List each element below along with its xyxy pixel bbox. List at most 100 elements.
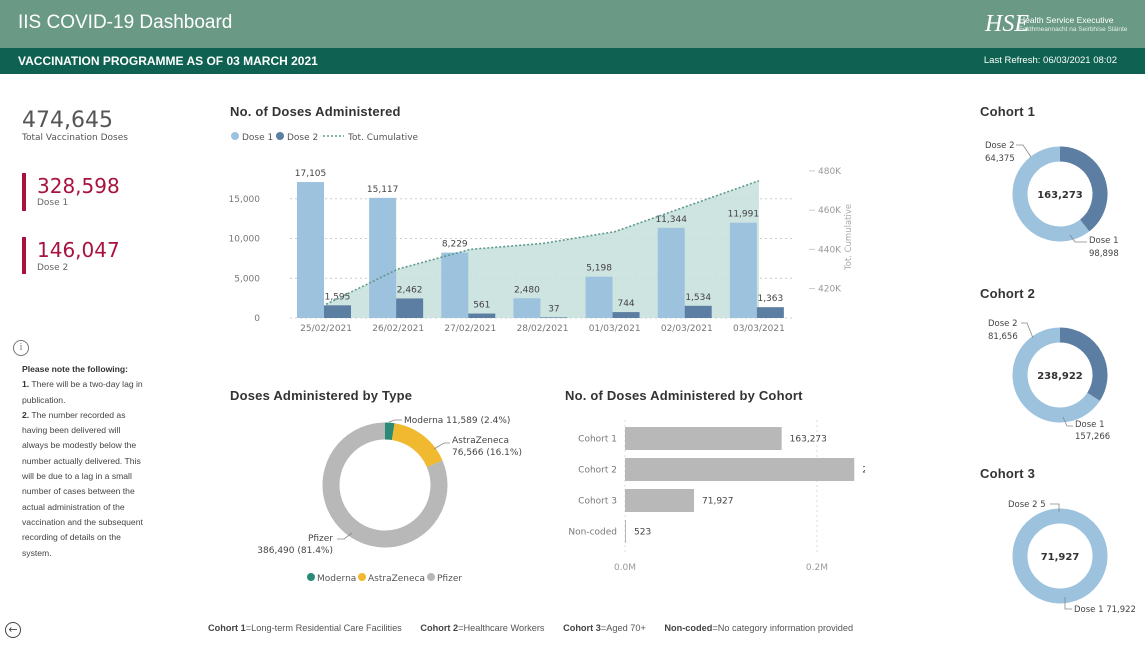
moderna-data-label: Moderna 11,589 (2.4%) bbox=[404, 416, 510, 426]
cohort-bar-label: 71,927 bbox=[702, 497, 734, 507]
cohort2-slice-2 bbox=[1012, 327, 1100, 423]
cohort-bar-chart: 0.0M 0.2M Cohort 1 163,273 Cohort 2 238,922 Co… bbox=[568, 420, 865, 573]
dose2-bar-label: 2,462 bbox=[397, 285, 423, 295]
footer-item-1: Cohort 1=Long-term Residential Care Faci… bbox=[208, 623, 402, 633]
footer-item-2: Cohort 2=Healthcare Workers bbox=[420, 623, 545, 633]
cumulative-line bbox=[325, 179, 760, 305]
notes-heading: Please note the following: bbox=[22, 364, 128, 374]
dose1-bar-label: 11,344 bbox=[655, 215, 687, 225]
legend-swatch-dose1 bbox=[231, 132, 239, 140]
dose1-bar-label: 5,198 bbox=[586, 264, 612, 274]
y2-tick-label: 440K bbox=[818, 245, 842, 255]
hse-logo-icon: HSE bbox=[985, 11, 1029, 37]
dose1-label: Dose 1 bbox=[37, 198, 69, 208]
cohort3-dose2-leader bbox=[1050, 503, 1060, 512]
dose1-bar-label: 2,480 bbox=[514, 285, 540, 295]
cohort2-dose1-label: Dose 1 bbox=[1075, 420, 1105, 430]
cohort-category-label: Cohort 1 bbox=[578, 435, 617, 445]
cohort2-dose1-value: 157,266 bbox=[1075, 432, 1110, 442]
cohort-x-tick: 0.0M bbox=[614, 563, 636, 573]
astrazeneca-data-label: AstraZeneca bbox=[452, 436, 509, 446]
dose2-bar-label: 37 bbox=[548, 304, 559, 314]
logo-line-2: Feidhmeannacht na Seirbhíse Sláinte bbox=[1019, 26, 1128, 33]
cohort1-dose2-label: Dose 2 bbox=[985, 141, 1015, 151]
dose2-bar bbox=[468, 313, 496, 318]
cohort2-donut: 238,922 Dose 2 81,656 Dose 1 157,266 bbox=[988, 319, 1110, 442]
type-legend-swatch bbox=[358, 573, 366, 581]
type-legend-swatch bbox=[427, 573, 435, 581]
hse-logo: HSE Health Service Executive Feidhmeanna… bbox=[985, 11, 1135, 39]
doses-chart-title: No. of Doses Administered bbox=[230, 104, 401, 119]
dose1-bar bbox=[369, 197, 397, 318]
dose2-bar bbox=[684, 305, 712, 318]
subheader-bar bbox=[0, 48, 1145, 74]
y2-tick-label: 480K bbox=[818, 167, 842, 177]
legend-label-dose2: Dose 2 bbox=[287, 133, 318, 143]
y2-tick-label: 420K bbox=[818, 285, 842, 295]
cohort1-dose2-leader bbox=[1016, 144, 1032, 158]
total-doses-label: Total Vaccination Doses bbox=[22, 133, 128, 143]
dose2-accent-bar bbox=[22, 237, 26, 274]
footer-item-3: Cohort 3=Aged 70+ bbox=[563, 623, 646, 633]
legend-label-dose1: Dose 1 bbox=[242, 133, 273, 143]
cohort3-dose1-label: Dose 1 71,922 bbox=[1074, 605, 1136, 615]
cohort-bar-label: 238,922 bbox=[862, 466, 865, 476]
pfizer-data-value: 386,490 (81.4%) bbox=[257, 546, 333, 556]
dose1-value: 328,598 bbox=[37, 174, 120, 198]
dose2-bar-label: 1,363 bbox=[757, 294, 783, 304]
page-subtitle: VACCINATION PROGRAMME AS OF 03 MARCH 202… bbox=[18, 54, 318, 68]
last-refresh: Last Refresh: 06/03/2021 08:02 bbox=[983, 55, 1117, 66]
type-legend-label: Pfizer bbox=[437, 574, 462, 584]
cohort2-dose1-leader bbox=[1062, 416, 1073, 427]
dose2-bar-label: 1,534 bbox=[685, 293, 711, 303]
cohort2-dose2-leader bbox=[1021, 322, 1034, 339]
y-tick-label: 5,000 bbox=[234, 274, 260, 284]
dose2-bar bbox=[756, 307, 784, 318]
type-donut-chart: Moderna 11,589 (2.4%) AstraZeneca 76,566 (… bbox=[257, 416, 522, 584]
cohort3-dose2-label: Dose 2 5 bbox=[1008, 500, 1046, 510]
footer-item-4: Non-coded=No category information provid… bbox=[664, 623, 854, 633]
cohort-donut-center: 163,273 bbox=[1037, 190, 1083, 201]
cohort1-title: Cohort 1 bbox=[980, 104, 1036, 119]
info-icon[interactable]: i bbox=[13, 340, 29, 356]
dose2-bar-label: 1,595 bbox=[325, 292, 351, 302]
x-tick-label: 28/02/2021 bbox=[517, 324, 569, 334]
dose1-bar bbox=[513, 298, 541, 318]
x-tick-label: 27/02/2021 bbox=[444, 324, 496, 334]
cohort-bar-label: 523 bbox=[634, 528, 651, 538]
x-tick-label: 26/02/2021 bbox=[372, 324, 424, 334]
cumulative-area bbox=[326, 180, 759, 318]
cohort1-dose1-leader bbox=[1069, 234, 1087, 243]
dose2-label: Dose 2 bbox=[37, 263, 69, 273]
cohort-donut-center: 238,922 bbox=[1037, 371, 1083, 382]
y2-tick-label: 460K bbox=[818, 206, 842, 216]
footer-legend: Cohort 1=Long-term Residential Care Faci… bbox=[208, 623, 853, 633]
y2-axis-label: Tot. Cumulative bbox=[844, 204, 854, 271]
type-legend-label: Moderna bbox=[317, 574, 356, 584]
dose1-bar bbox=[297, 182, 324, 318]
logo-line-1: Health Service Executive bbox=[1019, 15, 1114, 25]
legend-label-cumulative: Tot. Cumulative bbox=[347, 133, 419, 143]
dose2-value: 146,047 bbox=[37, 238, 120, 262]
cohort2-dose2-value: 81,656 bbox=[988, 332, 1018, 342]
doses-chart: Dose 1 Dose 2 Tot. Cumulative 0 5,000 10,000 1… bbox=[229, 132, 854, 334]
x-tick-label: 25/02/2021 bbox=[300, 324, 352, 334]
y-tick-label: 15,000 bbox=[229, 195, 261, 205]
x-tick-label: 03/03/2021 bbox=[733, 324, 785, 334]
cohort2-slice-1 bbox=[1059, 327, 1108, 401]
cohort1-dose1-label: Dose 1 bbox=[1089, 236, 1119, 246]
cohort1-donut: 163,273 Dose 2 64,375 Dose 1 98,898 bbox=[985, 141, 1119, 259]
moderna-leader bbox=[388, 419, 402, 423]
dose2-bar bbox=[540, 317, 568, 318]
back-arrow-icon[interactable]: ← bbox=[5, 622, 21, 638]
dose1-bar-label: 8,229 bbox=[442, 240, 468, 250]
dose1-bar bbox=[657, 227, 685, 318]
cohort-category-label: Cohort 2 bbox=[578, 466, 617, 476]
dose1-bar bbox=[729, 222, 757, 318]
astrazeneca-data-value: 76,566 (16.1%) bbox=[452, 448, 522, 458]
dose1-bar-label: 17,105 bbox=[295, 169, 327, 179]
cohort2-dose2-label: Dose 2 bbox=[988, 319, 1018, 329]
dose1-accent-bar bbox=[22, 173, 26, 211]
cohort3-dose1-leader bbox=[1064, 597, 1072, 610]
type-slice-1 bbox=[384, 422, 395, 441]
